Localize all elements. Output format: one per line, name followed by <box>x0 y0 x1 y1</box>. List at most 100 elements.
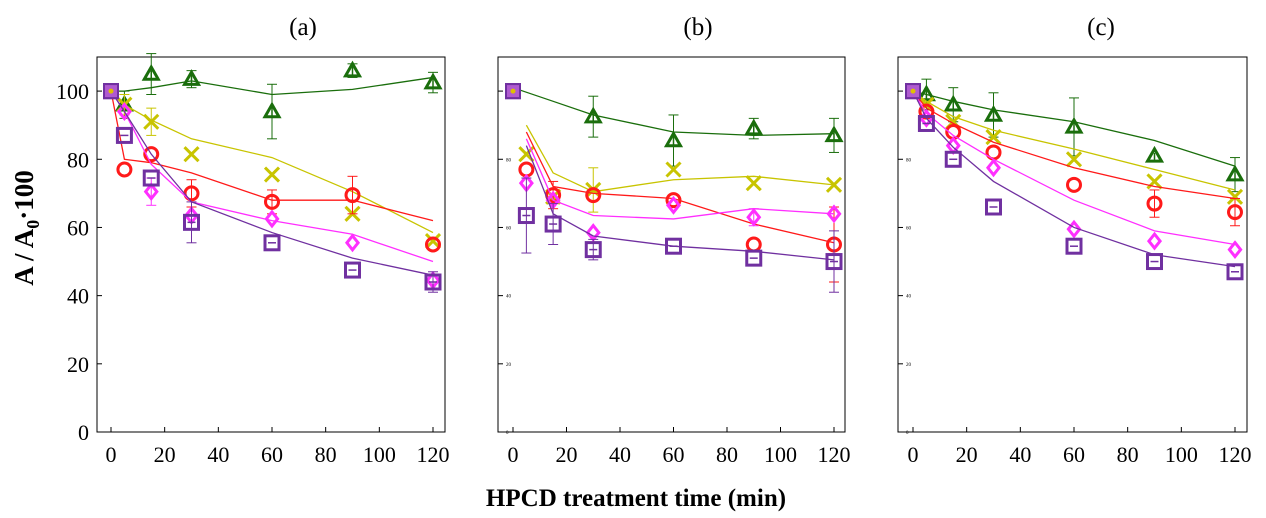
chart-panels: (a) 0 20 40 60 80 100 120 0 20 40 60 80 100 (b) 0 20 40 60… <box>56 14 1252 467</box>
data-point-square <box>1065 237 1083 255</box>
data-point-diamond <box>746 207 762 227</box>
y-tick-label: 0 <box>78 420 89 445</box>
panel-frame <box>497 56 846 433</box>
data-point-square <box>665 237 682 255</box>
data-point-cross-b <box>424 233 442 250</box>
data-point-diamond <box>585 223 601 242</box>
data-point-circle <box>344 187 361 204</box>
x-axis-label: HPCD treatment time (min) <box>486 485 786 512</box>
data-point-diamond <box>826 204 842 224</box>
x-tick-label: 120 <box>818 442 851 467</box>
y-tick-label: 60 <box>906 226 912 231</box>
data-point-circle <box>1146 195 1163 212</box>
data-point-cross-b <box>1065 151 1083 168</box>
data-point-circle <box>665 192 682 209</box>
data-point-square <box>517 207 535 225</box>
x-tick-label: 60 <box>261 442 283 467</box>
y-tick-label: 0 <box>506 431 509 436</box>
y-tick-label: 80 <box>906 158 912 163</box>
data-point-circle <box>1066 176 1082 193</box>
data-point-circle <box>745 236 762 253</box>
data-point-triangle <box>1064 116 1084 134</box>
x-tick-label: 0 <box>908 442 919 467</box>
data-point-cross-b <box>745 175 762 192</box>
x-tick-label: 100 <box>363 442 396 467</box>
data-point-diamond <box>985 158 1002 178</box>
data-point-square <box>917 114 935 132</box>
data-point-square <box>115 126 133 144</box>
data-point-cross-b <box>985 129 1002 146</box>
x-tick-label: 60 <box>663 442 685 467</box>
data-point-diamond <box>264 209 280 229</box>
y-tick-label: 60 <box>67 215 89 240</box>
series-square <box>103 83 442 293</box>
y-axis-label-main: A / A <box>9 228 39 286</box>
origin-point-dot <box>510 88 516 94</box>
data-point-triangle <box>943 94 963 112</box>
data-point-square <box>1226 263 1244 281</box>
x-tick-label: 80 <box>1117 442 1139 467</box>
data-point-square <box>745 249 763 267</box>
data-point-triangle <box>744 118 764 136</box>
y-tick-label: 0 <box>906 431 909 436</box>
origin-point-dot <box>910 88 916 94</box>
data-point-triangle <box>342 60 363 78</box>
x-tick-label: 0 <box>508 442 519 467</box>
data-point-triangle <box>583 106 603 124</box>
panel-title: (c) <box>1087 14 1115 41</box>
y-tick-label: 40 <box>906 295 912 300</box>
y-tick-label: 100 <box>56 79 89 104</box>
series-square <box>905 83 1244 281</box>
x-tick-label: 20 <box>154 442 176 467</box>
panel-1: (a) 0 20 40 60 80 100 120 0 20 40 60 80 100 <box>56 14 450 467</box>
fit-line <box>525 131 835 244</box>
y-tick-label: 60 <box>506 226 512 231</box>
fit-line <box>512 87 835 137</box>
data-point-triangle <box>423 72 443 90</box>
data-point-circle <box>1227 204 1243 221</box>
fit-line <box>525 138 835 220</box>
x-tick-label: 80 <box>315 442 337 467</box>
x-tick-label: 100 <box>764 442 797 467</box>
data-point-diamond <box>116 102 132 121</box>
y-tick-label: 80 <box>67 147 89 172</box>
panel-frame <box>897 56 1248 433</box>
x-tick-label: 0 <box>106 442 117 467</box>
y-axis-label-tail: ·100 <box>9 170 39 220</box>
x-tick-label: 120 <box>417 442 450 467</box>
data-point-circle <box>585 187 602 204</box>
data-point-circle <box>425 236 441 253</box>
fit-line <box>912 90 1236 191</box>
data-point-triangle <box>824 125 844 143</box>
data-point-circle <box>545 187 562 204</box>
x-tick-label: 20 <box>956 442 978 467</box>
data-point-triangle <box>181 69 202 86</box>
y-axis-label: A / A0·100 <box>9 170 43 286</box>
data-point-triangle <box>1144 145 1165 163</box>
data-point-circle <box>143 146 160 163</box>
y-tick-label: 80 <box>506 158 512 163</box>
y-tick-label: 20 <box>67 352 89 377</box>
data-point-square <box>344 261 361 279</box>
y-tick-label: 40 <box>67 284 89 309</box>
x-tick-label: 100 <box>1165 442 1198 467</box>
data-point-square <box>584 241 602 259</box>
data-point-diamond <box>143 182 159 202</box>
x-tick-label: 60 <box>1063 442 1085 467</box>
fit-line <box>525 145 835 261</box>
data-point-triangle <box>663 130 684 148</box>
series-triangle <box>505 83 844 167</box>
data-point-diamond <box>665 195 682 215</box>
data-point-cross-b <box>665 161 682 178</box>
data-point-circle <box>264 193 280 210</box>
x-tick-label: 80 <box>716 442 738 467</box>
series-square <box>505 83 843 293</box>
data-point-diamond <box>1146 231 1163 251</box>
data-point-square <box>142 169 160 187</box>
data-point-cross-b <box>183 146 200 163</box>
panel-title: (a) <box>289 14 317 41</box>
data-point-cross-b <box>1226 188 1244 205</box>
